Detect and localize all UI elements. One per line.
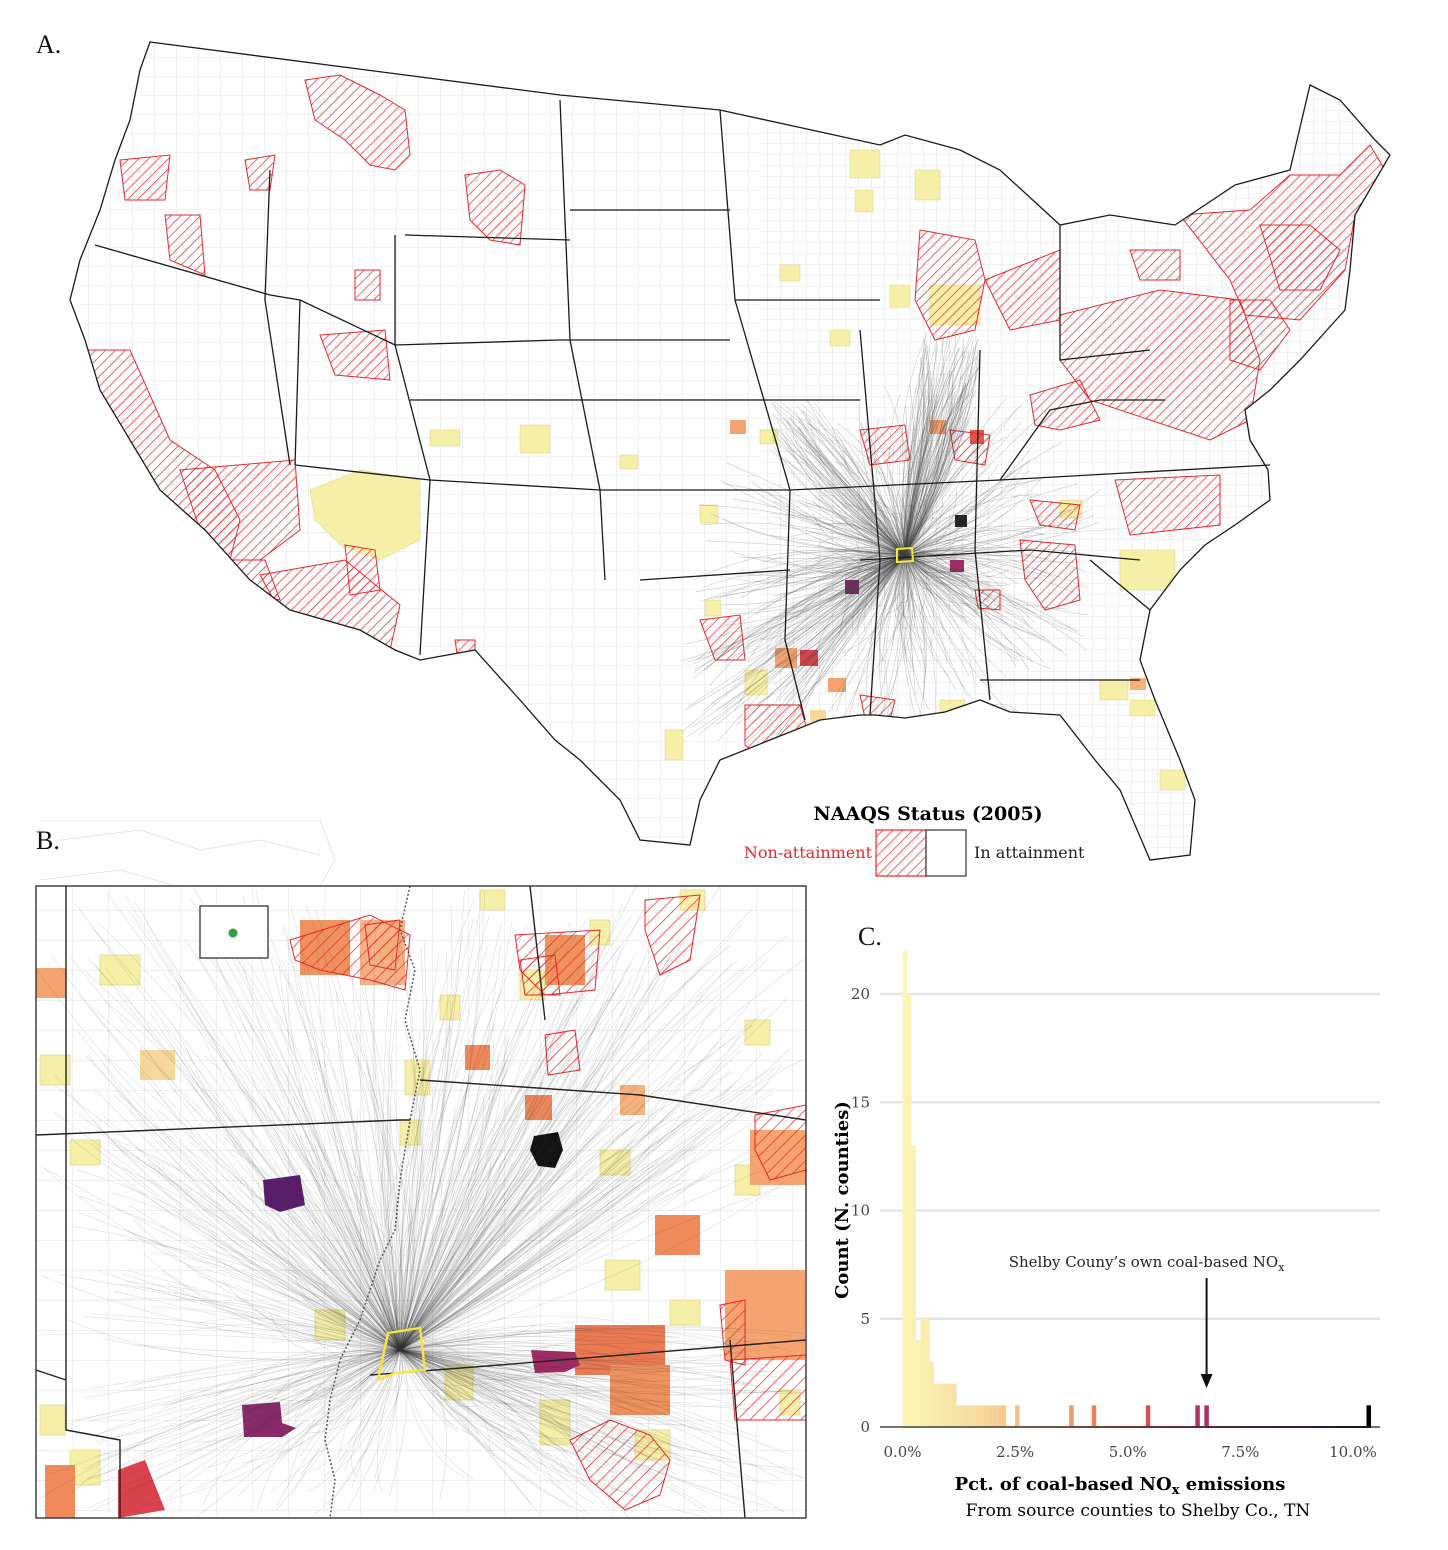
chart-y-ticks: 0 5 10 15 20 (851, 985, 870, 1436)
histogram-bar (1145, 1405, 1151, 1427)
gulf-flow-loop (934, 703, 1036, 786)
histogram-bar (925, 1318, 930, 1427)
histogram-bar (1204, 1405, 1209, 1427)
x-tick-label: 0.0% (883, 1443, 921, 1461)
x-tick-label: 10.0% (1329, 1443, 1377, 1461)
legend-non-attainment-label: Non-attainment (744, 843, 873, 862)
x-tick-label: 7.5% (1221, 1443, 1259, 1461)
chart-x-ticks: 0.0% 2.5% 5.0% 7.5% 10.0% (883, 1443, 1376, 1461)
histogram-bar (970, 1405, 975, 1427)
inset-locator (199, 905, 269, 959)
histogram-bar (934, 1383, 939, 1427)
histogram-bar (1015, 1405, 1020, 1427)
us-county-map: NAAQS Status (2005) Non-attainment In at… (69, 41, 1391, 877)
y-tick-label: 15 (851, 1093, 870, 1111)
annotation-label: Shelby Couny’s own coal-based NOx (1009, 1253, 1285, 1274)
chart-subtitle: From source counties to Shelby Co., TN (966, 1501, 1311, 1521)
histogram-bar (1091, 1405, 1097, 1427)
histogram-bar (938, 1383, 944, 1427)
x-tick-label: 5.0% (1109, 1443, 1147, 1461)
county-layer (70, 42, 1390, 860)
histogram-bar (1195, 1405, 1200, 1427)
histogram-bar (1001, 1405, 1007, 1427)
histogram-bar (956, 1405, 962, 1427)
histogram-bar (979, 1405, 984, 1427)
y-tick-label: 5 (860, 1310, 870, 1328)
naaqs-legend: NAAQS Status (2005) Non-attainment In at… (744, 803, 1085, 877)
histogram-bar (911, 1145, 917, 1427)
panel-label-b: B. (36, 826, 60, 855)
histogram-bar (1366, 1405, 1371, 1427)
zoomed-region-map (35, 820, 807, 1519)
zoom-frame (35, 885, 807, 1519)
histogram-bar (920, 1318, 926, 1427)
context-outline (39, 820, 336, 891)
legend-in-attainment-label: In attainment (974, 843, 1085, 862)
x-tick-label: 2.5% (996, 1443, 1034, 1461)
histogram-bar (907, 994, 912, 1427)
histogram-bar (943, 1383, 948, 1427)
histogram-bar (974, 1405, 980, 1427)
chart-gridlines (880, 992, 1380, 1320)
inset-location-marker (228, 928, 238, 938)
chart-y-axis-label: Count (N. counties) (832, 1101, 853, 1299)
histogram-bar (965, 1405, 971, 1427)
histogram-bar (961, 1405, 966, 1427)
histogram-bar (992, 1405, 998, 1427)
zoom-shelby-county-outline (376, 1326, 427, 1382)
legend-in-attainment-swatch (925, 829, 967, 877)
y-tick-label: 20 (851, 985, 870, 1003)
histogram-bar (929, 1362, 935, 1427)
panel-label-a: A. (36, 30, 62, 59)
histogram-bar (916, 1340, 921, 1427)
non-attainment-counties (84, 74, 1386, 766)
chart-x-axis-label: Pct. of coal-based NOx emissions (955, 1474, 1286, 1498)
zoom-emission-flow-lines (37, 886, 806, 1518)
legend-title: NAAQS Status (2005) (813, 803, 1042, 825)
chart-bars (902, 950, 1371, 1428)
histogram-bar (997, 1405, 1002, 1427)
coal-nox-histogram: 0.0% 2.5% 5.0% 7.5% 10.0% 0 5 10 15 20 Shelby Co… (832, 950, 1380, 1521)
histogram-bar (1069, 1405, 1074, 1427)
annotation-arrowhead (1200, 1374, 1213, 1388)
y-tick-label: 10 (851, 1202, 870, 1220)
histogram-bar (947, 1383, 953, 1427)
legend-non-attainment-swatch (875, 829, 927, 877)
panel-label-c: C. (858, 922, 882, 951)
shelby-county-outline (896, 546, 915, 564)
histogram-bar (952, 1383, 957, 1427)
state-borders (69, 41, 1391, 861)
chart-annotation: Shelby Couny’s own coal-based NOx (1009, 1253, 1285, 1388)
mississippi-river (324, 886, 421, 1518)
histogram-bar (902, 950, 908, 1427)
histogram-bar (988, 1405, 993, 1427)
y-tick-label: 0 (860, 1418, 870, 1436)
histogram-bar (983, 1405, 989, 1427)
